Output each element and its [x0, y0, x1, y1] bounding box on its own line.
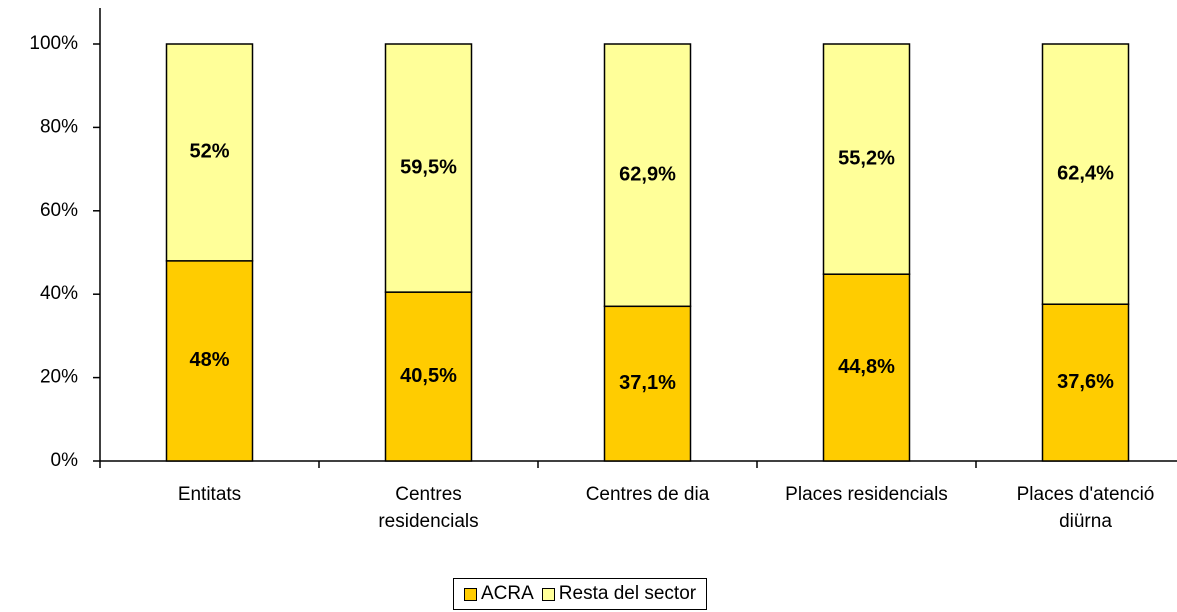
bar-segment — [384, 43, 473, 293]
data-label: 62,9% — [619, 163, 676, 185]
data-label: 55,2% — [838, 147, 895, 169]
y-tick-label: 80% — [40, 116, 78, 137]
bar-segment — [603, 305, 692, 462]
bar-segment — [165, 43, 254, 262]
legend-item: ACRA — [464, 583, 534, 605]
data-label: 37,1% — [619, 372, 676, 394]
bar-segment — [165, 260, 254, 462]
x-tick-label: Centres de dia — [585, 484, 710, 505]
x-tick-label: Places residencials — [785, 484, 948, 505]
y-tick-label: 100% — [29, 33, 78, 54]
data-label: 52% — [189, 141, 229, 163]
legend-label: Resta del sector — [558, 583, 697, 604]
data-label: 37,6% — [1057, 371, 1114, 393]
data-label: 59,5% — [400, 156, 457, 178]
y-tick-label: 20% — [40, 367, 78, 388]
x-tick-label: Entitats — [177, 484, 242, 505]
legend: ACRA Resta del sector — [453, 578, 708, 610]
legend-label: ACRA — [481, 583, 534, 604]
data-label: 48% — [189, 349, 229, 371]
data-label: 62,4% — [1057, 162, 1114, 184]
legend-swatch — [541, 587, 555, 601]
bar-segment — [822, 43, 911, 275]
legend-swatch — [464, 587, 477, 601]
bar-segment — [1041, 303, 1130, 462]
data-label: 40,5% — [400, 365, 457, 387]
x-tick-label: Centres residencials — [378, 484, 479, 532]
x-tick-label: Places d'atenció diürna — [1016, 484, 1155, 532]
y-tick-label: 60% — [40, 200, 78, 221]
y-tick-label: 40% — [40, 283, 78, 304]
bar-segment — [822, 273, 911, 462]
bar-segment — [603, 43, 692, 308]
legend-item: Resta del sector — [541, 583, 697, 605]
y-tick-label: 0% — [51, 450, 79, 471]
bar-segment — [1041, 43, 1130, 305]
data-label: 44,8% — [838, 356, 895, 378]
